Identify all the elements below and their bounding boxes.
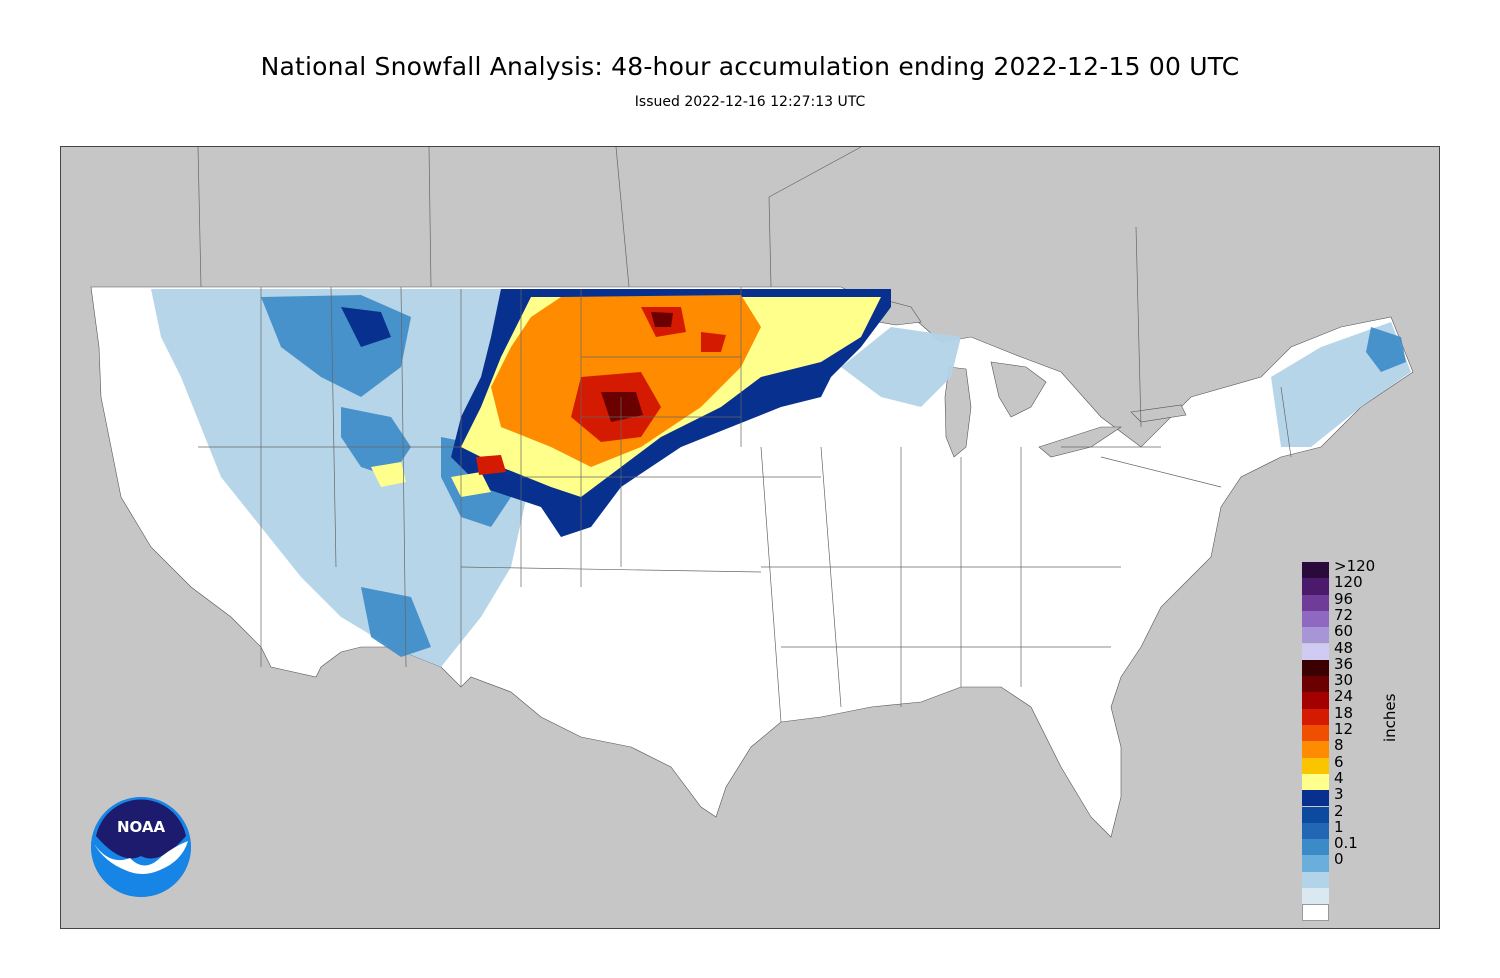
legend-swatch	[1302, 855, 1329, 872]
legend-label: 36	[1334, 654, 1354, 673]
map-title: National Snowfall Analysis: 48-hour accu…	[260, 52, 1240, 81]
legend-label: 1	[1334, 817, 1344, 836]
lake-erie	[1038, 426, 1122, 458]
legend-swatch	[1302, 627, 1329, 644]
legend-label: 4	[1334, 768, 1344, 787]
legend-units: inches	[1381, 693, 1399, 742]
legend-swatch	[1302, 757, 1329, 774]
map-subtitle: Issued 2022-12-16 12:27:13 UTC	[634, 94, 866, 110]
legend-swatch	[1302, 610, 1329, 628]
snowfall-map	[60, 146, 1440, 929]
canada-borders	[197, 147, 1142, 428]
legend-swatch	[1302, 708, 1329, 725]
legend-label: 96	[1334, 589, 1354, 608]
legend-swatch	[1302, 773, 1329, 791]
legend-swatch	[1302, 741, 1329, 758]
legend-swatch	[1302, 790, 1329, 807]
legend-swatch	[1302, 806, 1329, 823]
legend-label: 72	[1334, 605, 1354, 624]
legend-swatch	[1302, 871, 1329, 888]
legend-label: 24	[1334, 687, 1354, 706]
map-canvas	[61, 147, 1439, 928]
noaa-logo: NOAA	[90, 796, 192, 898]
legend-label: 48	[1334, 638, 1354, 657]
legend-label: 18	[1334, 703, 1354, 722]
legend-label: 2	[1334, 801, 1344, 820]
legend-label: 0	[1334, 850, 1344, 869]
legend-label: 12	[1334, 720, 1354, 738]
legend-label: 8	[1334, 736, 1344, 755]
legend-swatch	[1302, 822, 1329, 840]
legend-swatch	[1302, 692, 1329, 709]
legend-swatch	[1302, 904, 1329, 921]
legend-label: 30	[1334, 671, 1354, 690]
legend-swatch	[1302, 578, 1329, 595]
legend-swatch	[1302, 659, 1329, 677]
lake-huron	[990, 361, 1047, 418]
legend-swatch	[1302, 562, 1329, 579]
legend-label: >120	[1334, 557, 1376, 575]
noaa-logo-text: NOAA	[117, 818, 166, 836]
state-borders	[198, 286, 1292, 723]
legend-swatch	[1302, 888, 1329, 905]
snow-darkred	[601, 312, 673, 422]
lake-michigan	[944, 366, 972, 458]
legend-label: 60	[1334, 622, 1354, 641]
legend-swatch	[1302, 643, 1329, 660]
legend-label: 6	[1334, 752, 1344, 771]
legend-swatch	[1302, 725, 1329, 742]
legend-swatch	[1302, 839, 1329, 856]
legend-label: 3	[1334, 785, 1344, 804]
legend-swatch	[1302, 676, 1329, 693]
lake-ontario	[1130, 404, 1187, 423]
legend-label: 120	[1334, 573, 1363, 592]
legend-label: 0.1	[1334, 834, 1358, 853]
legend-swatch	[1302, 594, 1329, 611]
